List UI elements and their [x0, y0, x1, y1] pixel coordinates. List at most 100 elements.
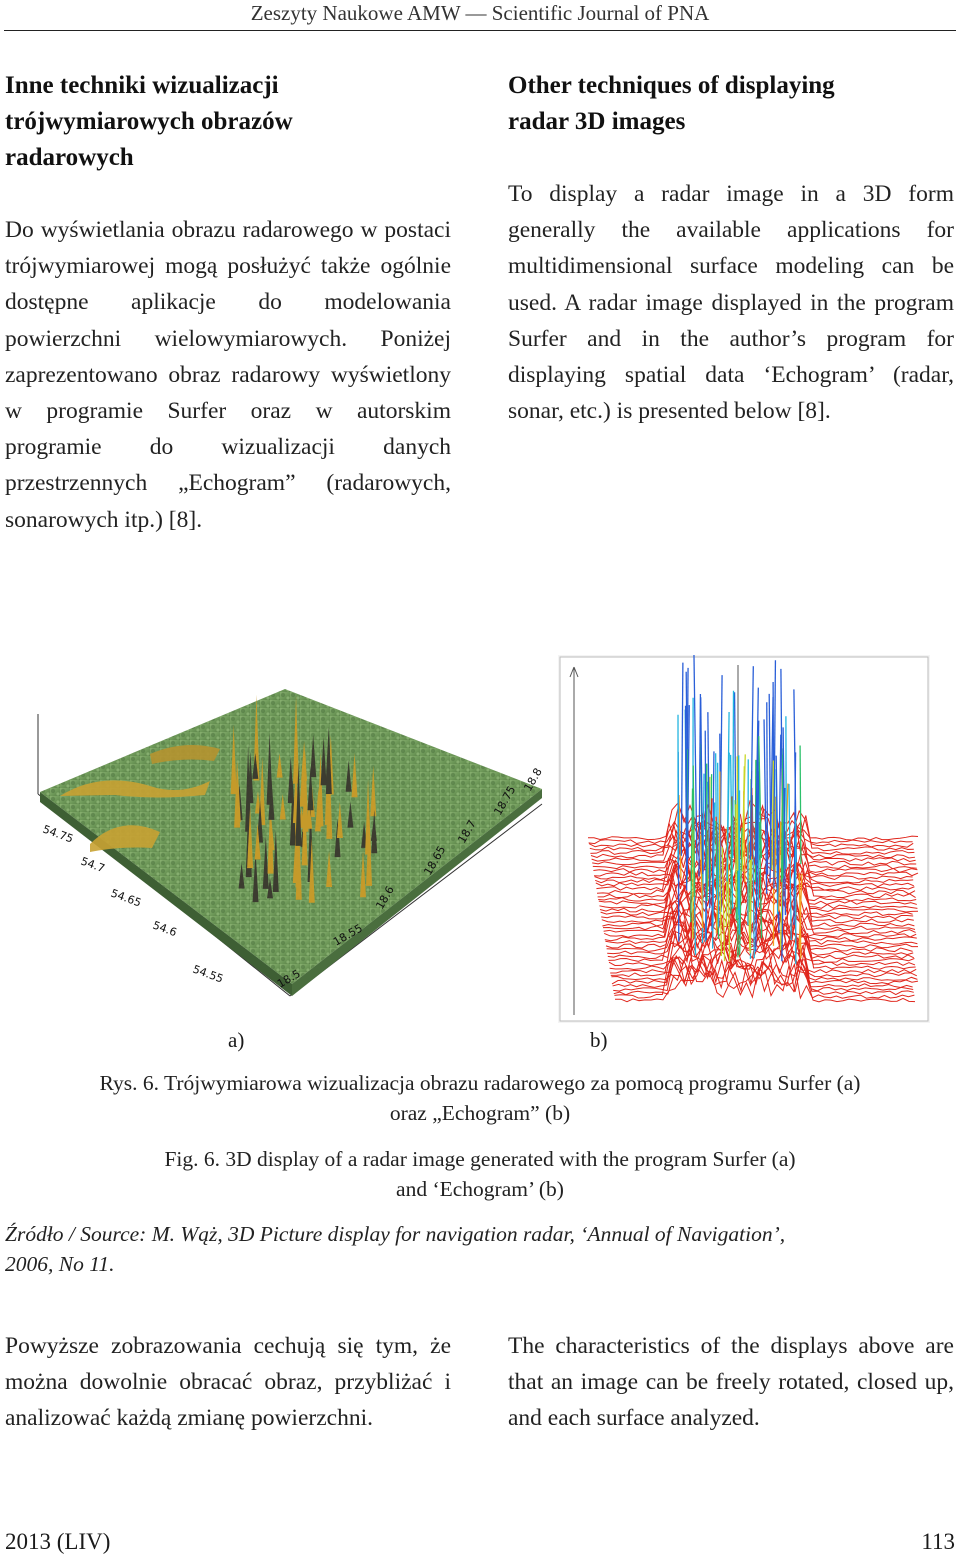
surface-spike [302, 749, 309, 832]
echogram-axes [569, 665, 739, 1015]
surface-spike [259, 757, 266, 826]
surface-spike [299, 758, 306, 807]
header-rule [4, 30, 956, 31]
echogram-trace [609, 930, 916, 971]
section-heading-en: Other techniques of displaying radar 3D … [508, 68, 956, 140]
tick-label: 54.65 [109, 887, 143, 910]
footer-issue: 2013 (LIV) [5, 1529, 111, 1554]
surface-spike [247, 806, 254, 869]
surface-spike [295, 817, 302, 900]
echogram-peak [741, 754, 746, 861]
heading-line: Inne techniki wizualizacji [5, 72, 279, 99]
echogram-peak [678, 795, 682, 879]
echogram-trace [605, 908, 919, 949]
paragraph-pl-1: Do wyświetlania obrazu radarowego w post… [5, 217, 451, 533]
echogram-peak [686, 705, 690, 876]
surface-spike [272, 830, 279, 892]
surface-spike [279, 793, 286, 820]
echogram-peak [721, 847, 726, 962]
surface-spike [230, 724, 237, 795]
echogram-peak [699, 835, 704, 929]
echogram-trace [603, 894, 916, 936]
surface-spike [293, 695, 300, 784]
echogram-peak [711, 802, 716, 949]
paragraph-en-2: The characteristics of the displays abov… [508, 1333, 954, 1432]
surface-spike [295, 762, 302, 846]
echogram-peak [788, 783, 792, 941]
echogram-trace [598, 864, 917, 905]
echogram-trace [592, 828, 917, 870]
source-line: 2006, No 11. [5, 1252, 115, 1276]
surface-spike [370, 765, 377, 817]
footer-page-number: 113 [921, 1529, 955, 1554]
echogram-peak [771, 760, 775, 870]
echogram-peak [726, 712, 730, 882]
echogram-peak [766, 702, 769, 875]
tick-label: 54.75 [41, 823, 75, 846]
echogram-peak [755, 720, 760, 892]
echogram-trace [607, 919, 915, 960]
surface-spike [351, 753, 358, 798]
surface-spike [310, 734, 317, 778]
echogram-trace [611, 941, 918, 982]
surface-ridges [60, 745, 220, 852]
echogram-peak [782, 727, 787, 916]
figure-a-surfer-surface: 54.75 54.7 54.65 54.6 54.55 18.5 18.55 1… [37, 689, 545, 997]
tick-label: 54.55 [191, 963, 225, 986]
echogram-peak [690, 788, 694, 923]
paragraph-en-1: To display a radar image in a 3D form ge… [508, 181, 954, 425]
section-heading-pl: Inne techniki wizualizacji trójwymiarowy… [5, 68, 453, 176]
surface-spike [307, 766, 314, 811]
echogram-peak [778, 821, 782, 912]
surface-spike [365, 779, 372, 855]
echogram-peak [758, 821, 763, 939]
echogram-peak [739, 827, 743, 955]
surface-spike [238, 862, 245, 889]
heading-line: trójwymiarowych obrazów [5, 108, 293, 135]
surface-spike [320, 736, 327, 786]
caption-en: Fig. 6. 3D display of a radar image gene… [0, 1144, 960, 1204]
surface-spike [325, 726, 332, 795]
heading-line: radarowych [5, 144, 134, 171]
figure-source: Źródło / Source: M. Wąż, 3D Picture disp… [5, 1219, 955, 1279]
surface-spike [371, 809, 378, 854]
echogram-peak [707, 712, 711, 908]
surface-spike [287, 755, 294, 804]
echogram-peak [730, 797, 733, 914]
heading-line: radar 3D images [508, 108, 686, 135]
surface-right-edge [292, 789, 542, 996]
echogram-peak [718, 841, 723, 957]
surface-spike [262, 835, 269, 889]
echogram-trace [602, 890, 916, 931]
surface-spike [276, 753, 283, 778]
surface-spike [326, 850, 333, 888]
surface-spike [345, 760, 352, 792]
surface-spike [308, 838, 315, 903]
echogram-trace [611, 947, 919, 986]
source-line: Źródło / Source: M. Wąż, 3D Picture disp… [5, 1222, 786, 1246]
surface-spike [268, 777, 275, 820]
running-head: Zeszyty Naukowe AMW — Scientific Journal… [250, 1, 710, 25]
echogram-trace [591, 822, 916, 863]
surface-spike [317, 753, 324, 827]
echogram-peak [692, 765, 696, 897]
surface-spike [289, 778, 296, 846]
heading-line: Other techniques of displaying [508, 72, 835, 99]
surface-spike [347, 801, 354, 828]
surface-spike [336, 801, 343, 838]
echogram-peak [698, 694, 702, 877]
echogram-peak [786, 863, 790, 934]
echogram-trace [610, 934, 917, 974]
echogram-peak [704, 730, 707, 940]
surface-spike [314, 805, 321, 832]
figure-label-b: b) [590, 1028, 608, 1052]
echogram-trace [613, 955, 914, 996]
echogram-peak [716, 762, 720, 927]
echogram-peak [763, 719, 768, 894]
echogram-peak [680, 662, 684, 856]
echogram-peak [693, 655, 698, 861]
echogram-peaks [677, 655, 803, 965]
tick-label: 54.6 [151, 919, 178, 940]
surface-spike [254, 823, 261, 860]
figure-b-echogram [558, 655, 930, 1023]
